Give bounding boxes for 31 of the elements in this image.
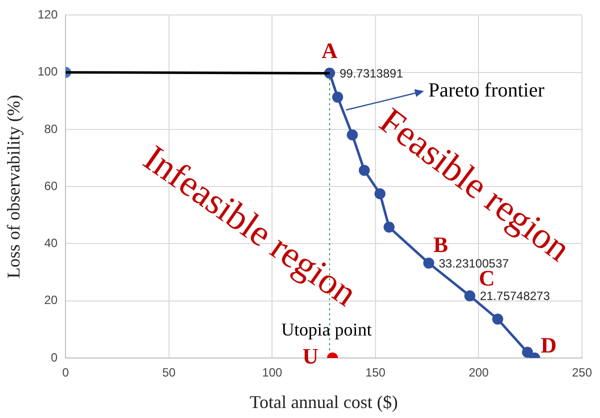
annotation: A [322, 38, 338, 63]
y-tick-label: 100 [38, 64, 58, 79]
x-tick-label: 100 [262, 366, 282, 380]
point [332, 92, 344, 103]
point [346, 129, 358, 140]
point [423, 258, 434, 269]
point [464, 290, 476, 302]
annotation: D [540, 332, 557, 358]
annotation: B [433, 232, 448, 257]
annotation: Pareto frontier [428, 80, 545, 102]
y-tick-label: 60 [44, 178, 58, 193]
annotation: Utopia point [281, 320, 372, 340]
point [492, 314, 504, 325]
y-tick-label: 40 [44, 236, 58, 250]
x-axis-title: Total annual cost ($) [250, 392, 398, 412]
x-tick-label: 250 [572, 366, 592, 380]
data-label: 21.75748273 [480, 289, 550, 304]
x-tick-label: 200 [468, 366, 490, 380]
x-tick-label: 0 [62, 366, 70, 380]
y-axis-title: Loss of observability (%) [4, 94, 24, 278]
x-tick-label: 150 [365, 366, 386, 380]
y-tick-label: 0 [50, 350, 58, 364]
data-label: 99.7313891 [340, 66, 404, 80]
point [522, 346, 533, 358]
annotation: U [302, 344, 319, 369]
y-tick-label: 20 [44, 293, 58, 308]
point [384, 222, 395, 233]
x-tick-label: 50 [162, 366, 176, 380]
y-tick-label: 80 [44, 122, 58, 136]
y-tick-label: 120 [38, 8, 58, 22]
point [358, 164, 370, 176]
